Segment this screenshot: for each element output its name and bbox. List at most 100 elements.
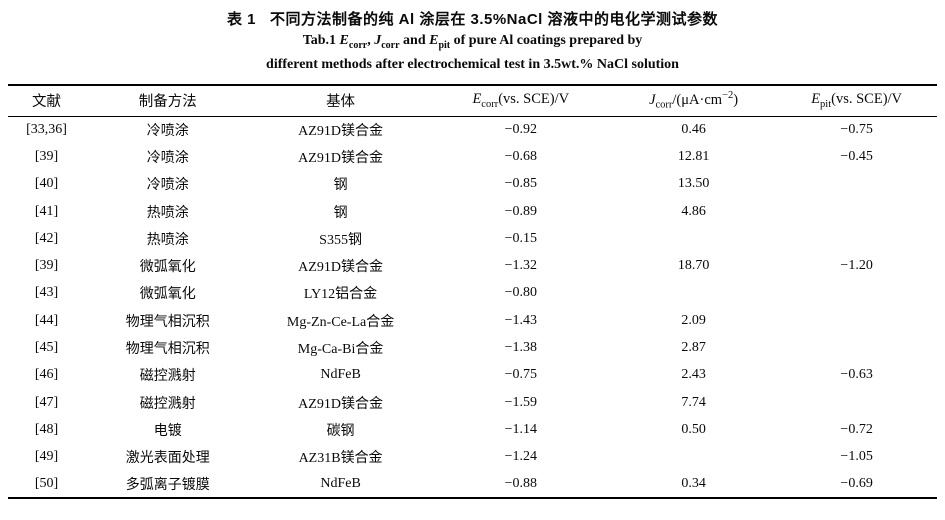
cell-method: 多弧离子镀膜 [125,478,210,493]
cell-epit: −1.20 [840,258,873,274]
cell-epit [776,307,937,334]
table-row: [46] 磁控溅射 NdFeB −0.75 2.43 −0.63 [8,362,937,389]
superscript-minus2: −2 [722,90,734,102]
caption-en-sep2: and [399,33,430,48]
cell-method: 冷喷涂 [146,150,189,166]
cell-ecorr: −1.38 [504,340,537,356]
symbol-jcorr: J [374,33,382,48]
cell-method: 电镀 [153,423,182,439]
cell-method: 磁控溅射 [139,369,196,385]
cell-substrate: 钢 [333,205,348,221]
subscript-corr: corr [381,39,400,51]
subscript-pit: pit [438,39,451,51]
cell-substrate: Mg-Ca-Bi合金 [297,342,384,358]
table-caption-english-line1: Tab.1 Ecorr, Jcorr and Epit of pure Al c… [0,31,945,55]
cell-method: 物理气相沉积 [125,314,210,330]
cell-ecorr: −1.14 [504,421,537,437]
column-header-substrate: 基体 [326,94,356,111]
table-row: [39] 冷喷涂 AZ91D镁合金 −0.68 12.81 −0.45 [8,143,937,170]
cell-epit: −0.75 [840,121,873,137]
column-header-jcorr: Jcorr/(μA·cm−2) [611,85,776,116]
cell-substrate: NdFeB [320,367,361,383]
cell-method: 冷喷涂 [146,178,189,194]
cell-ecorr: −0.68 [504,148,537,164]
cell-method: 热喷涂 [146,232,189,248]
table-row: [40] 冷喷涂 钢 −0.85 13.50 [8,171,937,198]
cell-jcorr: 13.50 [677,176,710,192]
cell-substrate: AZ91D镁合金 [298,150,383,166]
cell-jcorr [611,280,776,307]
cell-epit [776,280,937,307]
cell-reference: [39] [34,148,59,164]
column-header-ecorr: Ecorr(vs. SCE)/V [431,85,611,116]
cell-epit [776,225,937,252]
cell-ecorr: −1.43 [504,312,537,328]
header-row: 文献 制备方法 基体 Ecorr(vs. SCE)/V Jcorr/(μA·cm… [8,85,937,116]
table-caption-block: 表 1 不同方法制备的纯 Al 涂层在 3.5%NaCl 溶液中的电化学测试参数 … [0,0,945,74]
cell-reference: [46] [34,367,59,383]
cell-jcorr: 7.74 [681,394,706,410]
cell-jcorr: 0.50 [681,421,706,437]
header-jcorr-unit-post: ) [733,92,739,109]
cell-substrate: 碳钢 [326,423,355,439]
cell-method: 磁控溅射 [139,396,196,412]
cell-jcorr: 2.87 [681,340,706,356]
cell-jcorr: 12.81 [677,148,710,164]
table-row: [39] 微弧氧化 AZ91D镁合金 −1.32 18.70 −1.20 [8,252,937,279]
cell-reference: [40] [34,176,59,192]
cell-epit [776,198,937,225]
table-caption-english-line2: different methods after electrochemical … [266,56,679,72]
cell-jcorr: 18.70 [677,258,710,274]
cell-method: 冷喷涂 [146,123,189,139]
header-ecorr-unit: (vs. SCE)/V [498,91,570,108]
cell-ecorr: −0.80 [504,285,537,301]
column-header-reference: 文献 [32,94,62,111]
symbol-epit: E [429,33,439,48]
table-row: [45] 物理气相沉积 Mg-Ca-Bi合金 −1.38 2.87 [8,334,937,361]
cell-reference: [50] [34,476,59,491]
column-header-epit: Epit(vs. SCE)/V [776,85,937,116]
electrochemical-parameters-table: 文献 制备方法 基体 Ecorr(vs. SCE)/V Jcorr/(μA·cm… [8,84,937,500]
cell-epit [776,389,937,416]
cell-substrate: AZ91D镁合金 [298,123,383,139]
cell-jcorr [611,225,776,252]
cell-epit: −0.72 [840,421,873,437]
cell-ecorr: −1.32 [504,258,537,274]
cell-jcorr: 4.86 [681,203,706,219]
table-row: [41] 热喷涂 钢 −0.89 4.86 [8,198,937,225]
symbol-e: E [811,91,821,108]
table-caption-zh-text: 不同方法制备的纯 Al 涂层在 3.5%NaCl 溶液中的电化学测试参数 [269,11,719,28]
cell-substrate: AZ31B镁合金 [298,451,383,467]
cell-jcorr: 0.34 [681,476,706,491]
cell-reference: [43] [34,285,59,301]
cell-reference: [42] [34,230,59,246]
table-row: [50] 多弧离子镀膜 NdFeB −0.88 0.34 −0.69 [8,471,937,498]
table-row: [44] 物理气相沉积 Mg-Zn-Ce-La合金 −1.43 2.09 [8,307,937,334]
cell-reference: [47] [34,394,59,410]
header-jcorr-unit-pre: /(μA·cm [672,92,723,109]
cell-epit: −1.05 [840,449,873,465]
caption-en-prefix: Tab.1 [302,33,340,48]
cell-ecorr: −0.89 [504,203,537,219]
symbol-ecorr: E [339,33,349,48]
table-row: [42] 热喷涂 S355钢 −0.15 [8,225,937,252]
cell-method: 热喷涂 [146,205,189,221]
subscript-corr: corr [481,99,499,111]
cell-ecorr: −0.75 [504,367,537,383]
table-row: [33,36] 冷喷涂 AZ91D镁合金 −0.92 0.46 −0.75 [8,116,937,143]
cell-epit: −0.69 [840,476,873,491]
cell-epit [776,334,937,361]
subscript-corr: corr [655,100,673,112]
cell-reference: [44] [34,312,59,328]
cell-substrate: Mg-Zn-Ce-La合金 [286,314,395,330]
cell-ecorr: −0.15 [504,230,537,246]
table-row: [47] 磁控溅射 AZ91D镁合金 −1.59 7.74 [8,389,937,416]
cell-reference: [45] [34,340,59,356]
cell-substrate: AZ91D镁合金 [298,396,383,412]
cell-substrate: 钢 [333,178,348,194]
caption-en-sep1: , [367,33,375,48]
symbol-j: J [649,92,656,109]
cell-substrate: NdFeB [320,476,361,491]
table-body: [33,36] 冷喷涂 AZ91D镁合金 −0.92 0.46 −0.75 [3… [8,116,937,498]
